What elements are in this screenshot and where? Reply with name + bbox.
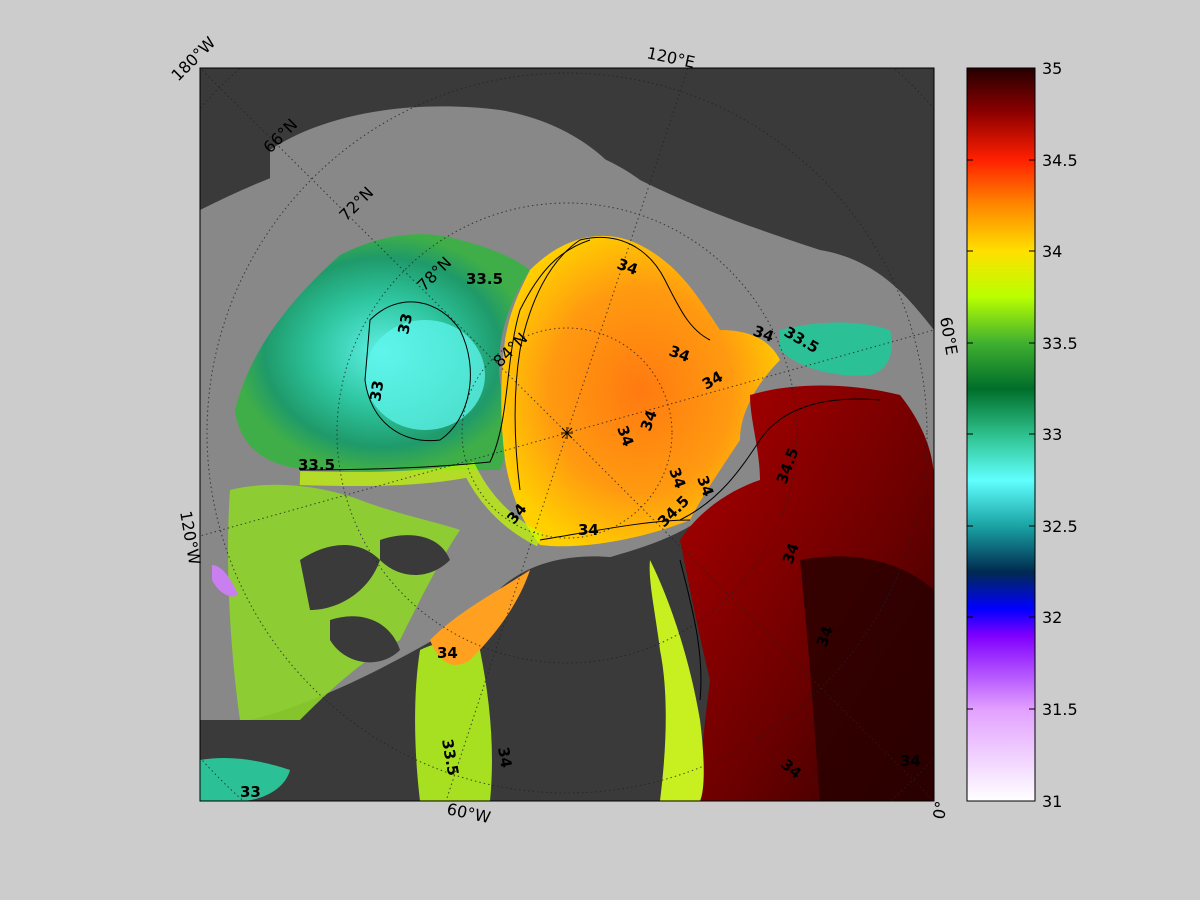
colorbar: 35 34.5 34 33.5 33 32.5 32 31.5 31 xyxy=(966,59,1078,811)
map-panel xyxy=(200,68,934,801)
colorbar-tick-label: 34.5 xyxy=(1042,151,1078,170)
shelf-area-north xyxy=(270,106,620,200)
archipelago-islands xyxy=(300,535,450,663)
graticule xyxy=(200,68,934,801)
contour-label: 34 xyxy=(900,752,921,770)
kara-sea-patch xyxy=(780,322,892,376)
contour-label: 33.5 xyxy=(466,270,503,288)
longitude-label-0: 0° xyxy=(929,799,951,820)
contour-label: 33 xyxy=(366,379,387,403)
colorbar-bar xyxy=(966,67,1036,802)
contour-label: 33 xyxy=(240,783,261,801)
contour-lines xyxy=(299,236,881,701)
colorbar-tick-label: 32 xyxy=(1042,608,1062,627)
contour-label: 34 xyxy=(437,644,458,662)
colorbar-tick-label: 31 xyxy=(1042,792,1062,811)
colorbar-tick-labels: 35 34.5 34 33.5 33 32.5 32 31.5 31 xyxy=(1042,59,1078,811)
contour-label: 33 xyxy=(394,312,416,336)
bering-patch xyxy=(200,758,290,801)
nares-strait-orange xyxy=(430,570,530,665)
colorbar-tick-label: 33.5 xyxy=(1042,334,1078,353)
beaufort-core xyxy=(365,320,485,430)
north-pole-marker xyxy=(561,427,573,439)
contour-label: 34 xyxy=(578,521,599,539)
barents-darkcore xyxy=(800,556,934,801)
colorbar-tick-label: 34 xyxy=(1042,242,1062,261)
baffin-bay-water xyxy=(415,642,492,801)
east-greenland-current xyxy=(649,560,704,801)
colorbar-tick-label: 32.5 xyxy=(1042,517,1078,536)
contour-label: 34 xyxy=(494,746,515,770)
greenland xyxy=(466,556,684,801)
contour-label: 33.5 xyxy=(298,456,335,474)
colorbar-tick-label: 33 xyxy=(1042,425,1062,444)
map-frame xyxy=(199,67,935,802)
longitude-label-60e: 60°E xyxy=(936,315,961,356)
longitude-label-60w: 60°W xyxy=(445,799,492,827)
colorbar-tick-label: 35 xyxy=(1042,59,1062,78)
central-basin xyxy=(501,235,780,547)
fresh-violet-patch xyxy=(212,565,238,597)
yellow-band xyxy=(299,462,544,547)
colorbar-ticks xyxy=(967,67,1035,802)
colorbar-tick-label: 31.5 xyxy=(1042,700,1078,719)
